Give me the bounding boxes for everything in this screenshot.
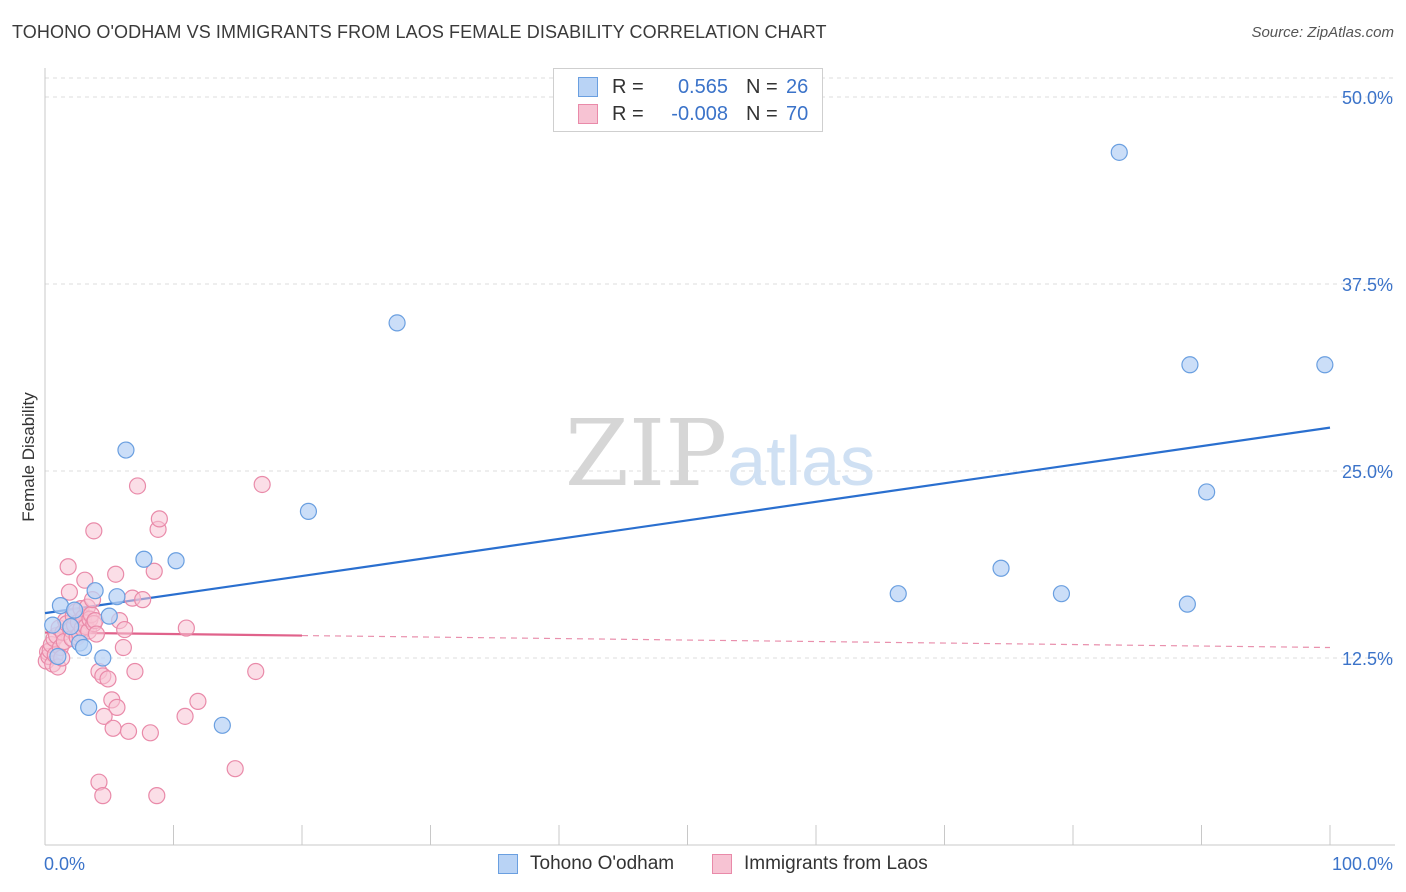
data-point-tohono-oodham xyxy=(213,716,231,734)
watermark-zip: ZIP xyxy=(565,400,727,507)
data-point-tohono-oodham xyxy=(62,617,80,636)
data-point-tohono-oodham xyxy=(1110,143,1128,161)
data-point-immigrants-from-laos xyxy=(189,692,207,710)
legend-n-label: N = xyxy=(746,102,778,125)
legend-swatch-blue xyxy=(578,77,598,97)
correlation-legend: R = 0.565 N = 26 R = -0.008 N = 70 xyxy=(553,68,823,132)
data-point-immigrants-from-laos xyxy=(59,558,77,576)
y-tick-label: 25.0% xyxy=(1342,462,1393,482)
data-point-immigrants-from-laos xyxy=(104,719,122,737)
y-tick-label: 12.5% xyxy=(1342,649,1393,669)
legend-r-label: R = xyxy=(612,75,644,98)
data-point-tohono-oodham xyxy=(992,559,1010,577)
legend-swatch-pink xyxy=(578,104,598,124)
legend-n-value: 70 xyxy=(786,102,809,125)
data-point-tohono-oodham xyxy=(100,607,118,625)
data-point-immigrants-from-laos xyxy=(247,662,265,681)
legend-n-value: 26 xyxy=(786,75,809,98)
bottom-legend-label: Tohono O'odham xyxy=(530,853,675,874)
data-point-tohono-oodham xyxy=(80,698,98,716)
data-point-immigrants-from-laos xyxy=(119,722,138,740)
bottom-legend-series2: Immigrants from Laos xyxy=(712,852,928,876)
source-label: Source: ZipAtlas.com xyxy=(1251,24,1394,41)
watermark: ZIPatlas xyxy=(565,400,875,507)
data-point-tohono-oodham xyxy=(167,552,185,570)
series-tohono-oodham-points xyxy=(44,143,1334,734)
data-point-immigrants-from-laos xyxy=(85,522,103,540)
axes xyxy=(44,68,1395,846)
data-point-tohono-oodham xyxy=(1181,356,1199,374)
data-point-immigrants-from-laos xyxy=(253,475,271,494)
data-point-tohono-oodham xyxy=(299,502,318,520)
chart-title: TOHONO O'ODHAM VS IMMIGRANTS FROM LAOS F… xyxy=(12,22,827,42)
data-point-immigrants-from-laos xyxy=(141,724,159,742)
legend-r-value: 0.565 xyxy=(677,75,728,98)
data-point-tohono-oodham xyxy=(135,550,153,568)
bottom-legend-swatch-pink xyxy=(712,854,732,874)
data-point-immigrants-from-laos xyxy=(116,620,134,639)
data-point-immigrants-from-laos xyxy=(226,760,244,778)
y-tick-label: 37.5% xyxy=(1342,275,1393,295)
x-tick-label-max: 100.0% xyxy=(1332,854,1393,874)
data-point-tohono-oodham xyxy=(117,441,135,459)
data-point-immigrants-from-laos xyxy=(126,662,144,681)
data-point-tohono-oodham xyxy=(1178,595,1196,613)
data-point-immigrants-from-laos xyxy=(87,625,106,643)
x-tick-label-min: 0.0% xyxy=(44,854,85,874)
data-point-immigrants-from-laos xyxy=(134,591,152,609)
y-axis-label: Female Disability xyxy=(19,392,38,522)
legend-r-value: -0.008 xyxy=(671,102,728,125)
data-point-tohono-oodham xyxy=(49,647,67,666)
data-point-immigrants-from-laos xyxy=(148,787,166,805)
data-point-immigrants-from-laos xyxy=(114,638,132,657)
data-point-immigrants-from-laos xyxy=(95,707,113,725)
data-point-tohono-oodham xyxy=(65,601,84,619)
data-point-tohono-oodham xyxy=(44,616,62,634)
data-point-tohono-oodham xyxy=(1198,483,1216,501)
data-point-immigrants-from-laos xyxy=(76,571,94,589)
legend-n-label: N = xyxy=(746,75,778,98)
y-tick-label: 50.0% xyxy=(1342,88,1393,108)
legend-r-label: R = xyxy=(612,102,644,125)
bottom-legend-series1: Tohono O'odham xyxy=(498,852,674,876)
legend-row-series1: R = 0.565 N = 26 xyxy=(578,74,808,100)
data-point-tohono-oodham xyxy=(388,314,406,332)
data-point-tohono-oodham xyxy=(74,638,93,657)
data-point-immigrants-from-laos xyxy=(145,562,163,580)
bottom-legend-swatch-blue xyxy=(498,854,518,874)
data-point-immigrants-from-laos xyxy=(107,565,125,583)
data-point-immigrants-from-laos xyxy=(108,698,126,716)
data-point-tohono-oodham xyxy=(86,582,104,600)
data-point-immigrants-from-laos xyxy=(94,787,112,805)
data-point-immigrants-from-laos xyxy=(150,510,168,528)
data-point-immigrants-from-laos xyxy=(99,670,117,688)
data-point-immigrants-from-laos xyxy=(128,477,147,495)
data-point-tohono-oodham xyxy=(1052,585,1071,603)
data-point-immigrants-from-laos xyxy=(60,583,79,601)
data-point-immigrants-from-laos xyxy=(176,707,194,725)
data-point-tohono-oodham xyxy=(94,649,112,667)
data-point-tohono-oodham xyxy=(51,597,70,615)
bottom-legend-label: Immigrants from Laos xyxy=(744,853,928,874)
trend-line-immigrants-from-laos-extension xyxy=(301,634,1331,649)
data-point-tohono-oodham xyxy=(889,585,907,603)
data-point-immigrants-from-laos xyxy=(177,619,195,637)
tick-labels: 12.5% 25.0% 37.5% 50.0% 0.0% 100.0% xyxy=(44,88,1393,874)
legend-row-series2: R = -0.008 N = 70 xyxy=(578,101,808,127)
trend-line-tohono-oodham xyxy=(44,426,1331,615)
data-point-tohono-oodham xyxy=(108,588,126,606)
data-point-tohono-oodham xyxy=(1316,356,1334,374)
watermark-atlas: atlas xyxy=(727,422,875,500)
